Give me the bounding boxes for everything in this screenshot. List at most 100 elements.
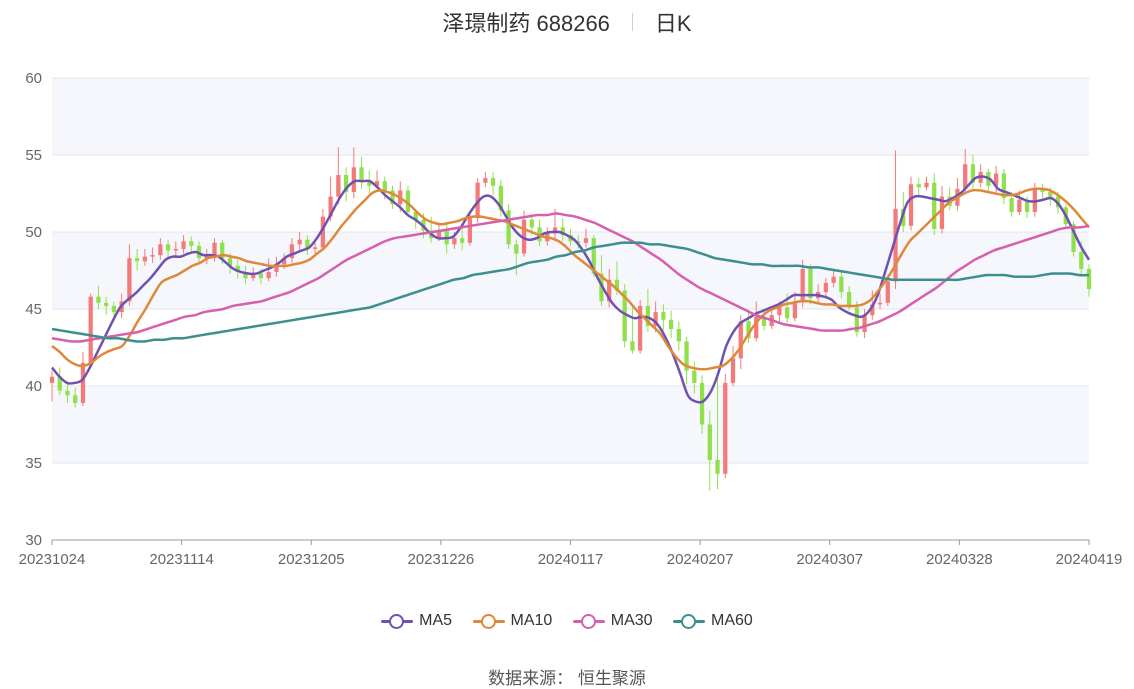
candle-body [607,279,612,302]
candle-body [235,265,240,273]
candle-body [297,239,302,245]
x-tick-label: 20231205 [278,551,345,568]
candle-body [715,459,720,474]
candle-body [367,181,372,186]
legend-label: MA5 [419,612,453,629]
candle-body [111,305,117,313]
candle-body [924,182,929,188]
candle-body [158,244,163,256]
candle-body [305,239,310,249]
candle-body [460,238,465,243]
candle-body [96,296,101,303]
candle-body [212,242,217,256]
candle-body [1017,199,1022,212]
series-line-ma60 [51,241,1090,343]
candle-body [220,242,225,259]
candle-body [127,258,132,302]
legend-item-ma5[interactable]: MA5 [381,612,452,630]
candle-body [638,305,643,351]
candle-body [521,219,527,254]
candle-body [134,258,140,262]
legend-marker-icon [572,614,605,629]
candle-body [939,196,945,229]
candle-body [653,312,658,326]
candle-body [312,247,318,249]
candle-body [227,258,233,266]
legend-label: MA10 [510,612,553,629]
legend-label: MA60 [711,612,753,629]
candle-body [908,184,914,226]
legend-marker-icon [472,614,505,629]
stock-name-code: 泽璟制药 688266 [442,11,610,36]
candle-body [80,362,86,403]
candle-body [963,164,968,189]
plot-band [52,78,1089,155]
source-label: 数据来源： [488,669,574,688]
candle-body [1048,191,1053,197]
candle-body [645,305,651,326]
legend-marker-icon [381,614,414,629]
series-line-ma30 [51,212,1090,343]
candle-body [622,290,627,342]
candle-body [289,244,295,259]
y-tick-label: 50 [25,224,42,241]
y-tick-label: 30 [25,532,42,549]
candle-body [483,178,488,183]
candle-body [320,216,325,248]
candle-body [359,167,364,182]
candle-body [49,376,55,383]
candle-body [916,184,921,188]
legend-circle-ma5 [389,614,405,629]
candle-body [1079,252,1084,269]
candle-body [150,255,155,257]
candle-body [405,190,411,212]
candle-body [1009,198,1014,212]
candle-body [893,208,898,282]
candle-body [970,164,976,183]
y-tick-label: 45 [25,301,42,318]
legend-item-ma10[interactable]: MA10 [472,612,553,630]
candle-body [1040,188,1045,192]
candle-body [591,238,596,274]
plot-band [52,386,1089,463]
candle-body [390,190,395,205]
candle-body [328,196,333,217]
candle-body [777,307,782,316]
candle-body [181,241,186,249]
candle-body [173,248,178,251]
candle-body [251,273,256,279]
candle-body [560,227,565,236]
candle-body [189,241,194,246]
candle-body [576,241,581,243]
candle-body [754,316,759,339]
x-tick-label: 20231226 [408,551,475,568]
candle-body [854,307,859,333]
candle-body [684,341,689,371]
candle-body [746,321,751,339]
candle-body [436,230,442,239]
x-tick-label: 20231024 [19,551,86,568]
period-label: 日K [654,11,692,36]
candle-body [614,279,620,291]
chart-legend: MA5 MA10 MA30 MA60 [0,612,1134,633]
candle-body [343,175,349,192]
title-divider [631,13,633,31]
candle-body [88,296,93,363]
legend-item-ma30[interactable]: MA30 [572,612,653,630]
candle-body [839,276,844,293]
legend-item-ma60[interactable]: MA60 [673,612,753,630]
legend-marker-icon [673,614,706,629]
candle-body [142,256,147,262]
candle-body [583,238,589,243]
y-tick-label: 55 [25,147,42,164]
y-tick-label: 40 [25,378,42,395]
candle-body [204,255,209,259]
x-tick-label: 20240307 [796,551,863,568]
candle-body [870,304,875,316]
candle-body [877,302,883,305]
x-tick-label: 20240207 [667,551,734,568]
y-tick-label: 60 [25,70,42,87]
candle-body [1001,173,1007,199]
candle-body [104,302,109,306]
candle-body [676,329,681,342]
